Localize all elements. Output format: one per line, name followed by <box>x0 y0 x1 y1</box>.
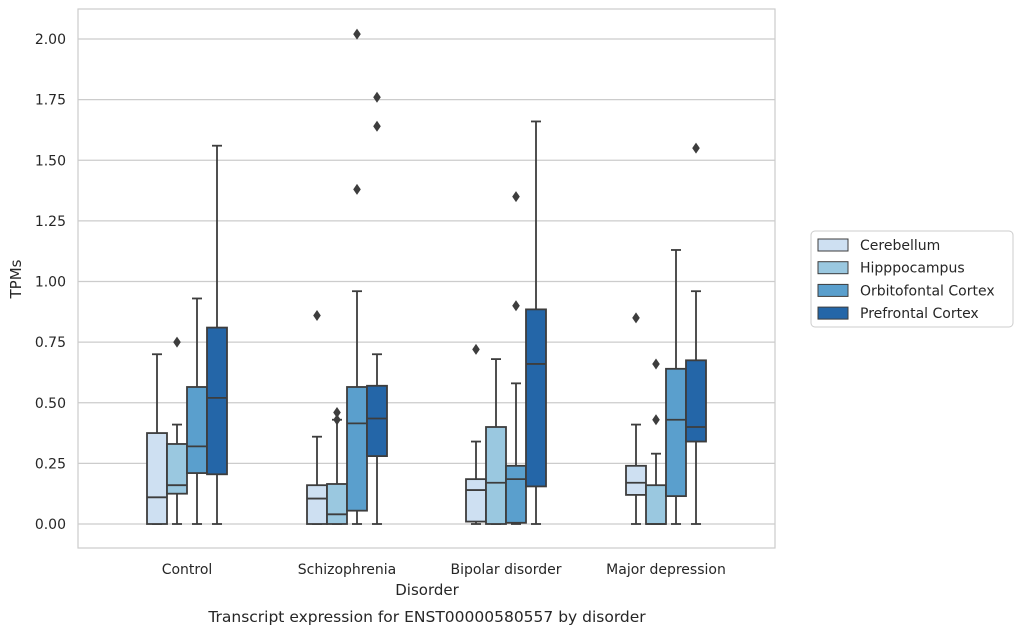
outlier-point <box>652 414 660 426</box>
box-body <box>206 326 228 476</box>
box-body <box>465 478 487 523</box>
box-body <box>166 443 188 495</box>
box <box>366 91 388 525</box>
box <box>346 28 368 525</box>
plot-frame <box>77 8 776 549</box>
box <box>326 406 348 525</box>
outlier-point <box>652 358 660 370</box>
box-body <box>186 386 208 474</box>
x-axis-label: Disorder <box>395 581 459 599</box>
outlier-point <box>472 343 480 355</box>
box-body <box>485 426 507 525</box>
x-tick-labels: Control Schizophrenia Bipolar disorder Majo… <box>162 562 726 578</box>
y-tick-label: 1.25 <box>35 214 66 230</box>
box <box>186 297 208 525</box>
y-tick-label: 1.75 <box>35 93 66 109</box>
outlier-point <box>373 120 381 132</box>
outlier-point <box>353 28 361 40</box>
outlier-point <box>333 414 341 426</box>
legend-swatch <box>817 238 849 252</box>
outlier-point <box>173 336 181 348</box>
box-body <box>645 484 667 525</box>
box <box>685 142 707 525</box>
box <box>525 120 547 525</box>
outlier-point <box>512 191 520 203</box>
y-tick-label: 0.00 <box>35 517 66 533</box>
box-body <box>505 464 527 524</box>
box <box>645 358 667 525</box>
box-body <box>326 483 348 525</box>
box-body <box>685 359 707 443</box>
outlier-point <box>373 91 381 103</box>
outlier-point <box>333 406 341 418</box>
box-body <box>346 386 368 512</box>
box-body <box>306 484 328 525</box>
outlier-point <box>353 183 361 195</box>
box-body <box>525 308 547 488</box>
legend-label: Orbitofontal Cortex <box>860 283 995 299</box>
box <box>206 144 228 525</box>
y-axis-label: TPMs <box>7 259 25 299</box>
y-tick-label: 0.50 <box>35 396 66 412</box>
box <box>306 309 328 525</box>
chart-caption: Transcript expression for ENST0000058055… <box>207 608 646 626</box>
y-tick-label: 0.25 <box>35 456 66 472</box>
box <box>485 358 507 525</box>
series-cerebellum <box>146 309 647 525</box>
series-hipppocampus <box>166 336 667 525</box>
box <box>625 312 647 525</box>
box <box>166 336 188 525</box>
box <box>465 343 487 525</box>
box-body <box>625 464 647 496</box>
box-body <box>146 432 168 525</box>
legend-label: Prefrontal Cortex <box>860 306 979 322</box>
box-body <box>366 384 388 457</box>
legend-label: Hipppocampus <box>860 261 965 277</box>
legend-swatch <box>817 283 849 297</box>
y-tick-label: 2.00 <box>35 32 66 48</box>
legend: Cerebellum Hipppocampus Orbitofontal Corte… <box>810 230 1014 328</box>
legend-frame <box>810 230 1014 328</box>
box <box>146 353 168 525</box>
x-tick-label: Bipolar disorder <box>450 562 561 578</box>
y-tick-label: 1.00 <box>35 275 66 291</box>
series-orbitofontal-cortex <box>186 28 687 525</box>
legend-swatch <box>817 306 849 320</box>
outlier-point <box>632 312 640 324</box>
x-tick-label: Control <box>162 562 213 578</box>
box-series <box>146 28 707 525</box>
outlier-point <box>512 300 520 312</box>
series-prefrontal-cortex <box>206 91 707 525</box>
box-body <box>665 367 687 498</box>
y-tick-label: 0.75 <box>35 335 66 351</box>
box <box>505 191 527 525</box>
outlier-point <box>692 142 700 154</box>
x-tick-label: Major depression <box>606 562 726 578</box>
y-tick-labels: 0.00 0.25 0.50 0.75 1.00 1.25 1.50 1.75 2.00 <box>35 32 66 533</box>
outlier-point <box>313 309 321 321</box>
legend-label: Cerebellum <box>860 238 940 254</box>
x-tick-label: Schizophrenia <box>298 562 396 578</box>
box <box>665 249 687 525</box>
legend-swatch <box>817 261 849 275</box>
y-tick-label: 1.50 <box>35 153 66 169</box>
